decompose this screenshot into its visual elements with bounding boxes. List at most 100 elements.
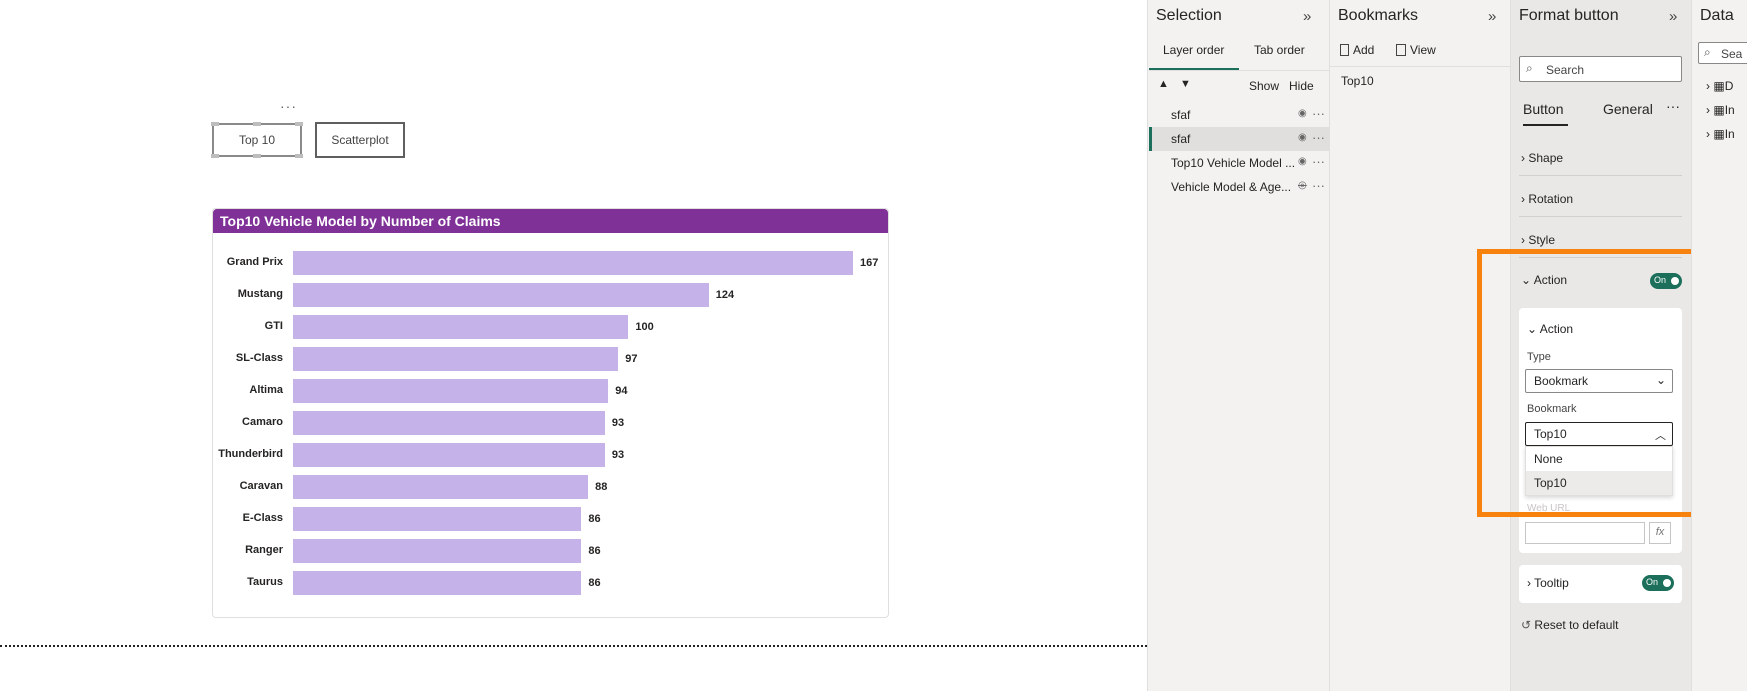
selection-pane-title: Selection [1156,7,1222,24]
hidden-eye-icon[interactable]: ◎ [1298,180,1307,191]
resize-handle[interactable] [253,122,261,126]
more-options-icon[interactable]: ··· [1312,178,1325,193]
dropdown-option-none[interactable]: None [1534,452,1563,466]
bar[interactable] [293,411,605,435]
layer-label: sfaf [1171,132,1191,146]
bar[interactable] [293,507,582,531]
layer-label: Top10 Vehicle Model ... [1171,156,1296,170]
data-search-box[interactable]: ⌕ Sea [1698,42,1747,64]
data-table-item[interactable]: › ▦In [1706,127,1735,141]
chart-plot-area: Grand Prix 167 Mustang 124 GTI 100 SL-Class 97 A… [213,233,888,617]
bar[interactable] [293,251,853,275]
tab-general[interactable]: General [1603,101,1653,117]
view-bookmark-button[interactable]: View [1396,43,1436,57]
dropdown-option-top10[interactable]: Top10 [1526,471,1672,495]
action-subsection[interactable]: ⌄ Action [1527,322,1573,336]
category-label: Ranger [245,544,283,556]
resize-handle[interactable] [295,122,303,126]
move-down-icon[interactable]: ▼ [1180,78,1191,90]
layer-label: Vehicle Model & Age... [1171,180,1292,194]
resize-handle[interactable] [295,154,303,158]
selection-pane: Selection » Layer order Tab order ▲ ▼ Sh… [1147,0,1329,691]
section-rotation[interactable]: › Rotation [1521,192,1573,206]
section-shape[interactable]: › Shape [1521,151,1563,165]
data-label: 167 [860,257,879,269]
bar[interactable] [293,539,582,563]
reset-icon: ↺ [1521,618,1532,632]
data-label: 94 [615,385,628,397]
collapse-selection-icon[interactable]: » [1303,8,1312,25]
bookmark-dropdown-value: Top10 [1534,427,1567,441]
data-label: 124 [715,289,735,301]
data-table-item[interactable]: › ▦D [1706,79,1733,93]
reset-label: Reset to default [1534,618,1619,632]
resize-handle[interactable] [253,154,261,158]
layer-item[interactable]: Top10 Vehicle Model ... ◉ ··· [1149,151,1329,175]
bar[interactable] [293,379,609,403]
resize-handle[interactable] [211,154,219,158]
scatterplot-button-visual[interactable]: Scatterplot [315,122,405,158]
more-options-icon[interactable]: ··· [1312,130,1325,145]
chevron-down-icon: ⌄ [1655,373,1666,387]
table-icon: ▦ [1713,127,1725,141]
bookmark-item[interactable]: Top10 [1341,74,1374,88]
format-more-options[interactable]: ··· [1666,98,1680,114]
category-label: Camaro [242,416,283,428]
active-tab-underline [1523,124,1568,126]
tab-tab-order[interactable]: Tab order [1254,43,1305,57]
reset-to-default-button[interactable]: ↺ Reset to default [1521,618,1618,632]
visibility-eye-icon[interactable]: ◉ [1298,132,1307,143]
active-tab-underline [1149,68,1239,70]
visibility-eye-icon[interactable]: ◉ [1298,108,1307,119]
data-label: 93 [611,449,625,461]
web-url-input[interactable] [1525,522,1645,544]
divider [1519,175,1682,176]
type-dropdown[interactable]: Bookmark ⌄ [1525,369,1673,393]
bar[interactable] [293,475,589,499]
bar[interactable] [293,347,619,371]
layer-item[interactable]: Vehicle Model & Age... ◎ ··· [1149,175,1329,199]
section-tooltip[interactable]: › Tooltip [1527,576,1569,590]
tab-button[interactable]: Button [1523,101,1564,117]
bar-chart-visual[interactable]: Top10 Vehicle Model by Number of Claims … [212,208,889,618]
bar[interactable] [293,315,629,339]
top10-button-label: Top 10 [238,133,276,147]
data-item-label: In [1724,127,1735,141]
section-style[interactable]: › Style [1521,233,1555,247]
hide-all-button[interactable]: Hide [1289,79,1314,93]
move-up-icon[interactable]: ▲ [1158,78,1169,90]
format-search-box[interactable]: ⌕ Search [1519,56,1682,82]
section-action[interactable]: ⌄ Action [1521,273,1567,287]
layer-item[interactable]: sfaf ◉ ··· [1149,103,1329,127]
bar[interactable] [293,571,582,595]
format-pane-title: Format button [1519,7,1619,24]
category-label: Thunderbird [218,448,283,460]
bookmark-add-icon [1340,44,1349,56]
fx-button[interactable]: fx [1649,522,1671,544]
visibility-eye-icon[interactable]: ◉ [1298,156,1307,167]
divider [1330,66,1511,67]
tooltip-toggle[interactable]: On [1642,575,1674,591]
search-placeholder: Search [1546,63,1585,77]
show-all-button[interactable]: Show [1249,79,1280,93]
action-toggle[interactable]: On [1650,273,1682,289]
bookmark-dropdown[interactable]: Top10 ︿ [1525,422,1673,446]
bookmarks-pane: Bookmarks » Add View Top10 [1329,0,1511,691]
add-bookmark-button[interactable]: Add [1340,43,1374,57]
data-table-item[interactable]: › ▦In [1706,103,1735,117]
more-options-icon[interactable]: ··· [1312,106,1325,121]
visual-more-options[interactable]: ··· [280,98,297,114]
chevron-right-icon: › [1706,127,1710,141]
section-style-label: Style [1528,233,1556,247]
resize-handle[interactable] [211,122,219,126]
tab-layer-order[interactable]: Layer order [1163,43,1225,57]
action-toggle-label: On [1654,275,1667,285]
more-options-icon[interactable]: ··· [1312,154,1325,169]
collapse-bookmarks-icon[interactable]: » [1488,8,1497,25]
collapse-format-icon[interactable]: » [1669,8,1678,25]
layer-item-selected[interactable]: sfaf ◉ ··· [1149,127,1329,151]
bar[interactable] [293,283,709,307]
type-label: Type [1527,351,1551,363]
bar[interactable] [293,443,605,467]
top10-button-visual[interactable]: Top 10 [211,122,303,158]
